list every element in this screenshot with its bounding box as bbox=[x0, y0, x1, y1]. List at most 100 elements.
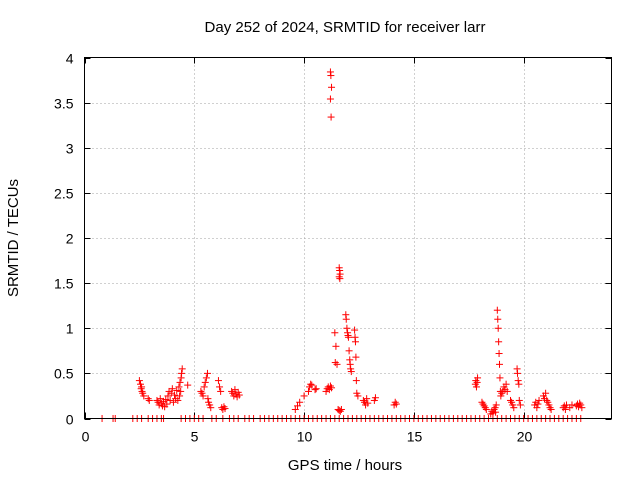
data-point bbox=[336, 407, 344, 415]
data-point bbox=[197, 387, 205, 395]
data-point bbox=[352, 353, 360, 361]
data-point bbox=[333, 360, 341, 368]
data-point bbox=[175, 383, 183, 391]
data-point bbox=[184, 381, 192, 389]
data-point bbox=[304, 387, 312, 395]
data-point bbox=[171, 391, 179, 399]
data-point bbox=[535, 396, 543, 404]
data-point bbox=[337, 405, 345, 413]
data-point bbox=[163, 400, 171, 408]
data-point bbox=[351, 326, 359, 334]
data-point bbox=[173, 387, 181, 395]
data-point bbox=[177, 387, 185, 395]
data-point bbox=[291, 405, 299, 413]
data-point bbox=[496, 374, 504, 382]
data-point bbox=[137, 385, 145, 393]
data-point bbox=[135, 377, 143, 385]
data-point bbox=[371, 394, 379, 402]
data-point bbox=[514, 377, 522, 385]
data-point bbox=[293, 402, 301, 410]
x-axis-label: GPS time / hours bbox=[288, 457, 402, 474]
data-point bbox=[145, 396, 153, 404]
data-point bbox=[546, 404, 554, 412]
data-point bbox=[202, 374, 210, 382]
data-point bbox=[178, 365, 186, 373]
data-point bbox=[207, 404, 215, 412]
data-point bbox=[576, 399, 584, 407]
data-point bbox=[216, 383, 224, 391]
ticks bbox=[84, 57, 612, 420]
data-point bbox=[391, 398, 399, 406]
data-point bbox=[503, 387, 511, 395]
data-point bbox=[296, 398, 304, 406]
data-point bbox=[547, 405, 555, 413]
data-point bbox=[176, 392, 184, 400]
data-point bbox=[481, 404, 489, 412]
data-point bbox=[496, 360, 504, 368]
data-point bbox=[327, 113, 335, 121]
data-point bbox=[169, 398, 177, 406]
data-point bbox=[328, 83, 336, 91]
data-point bbox=[327, 72, 335, 80]
data-point bbox=[498, 389, 506, 397]
data-point bbox=[203, 369, 211, 377]
tick-labels: 0 5 10 15 20 0 0.5 1 1.5 2 2.5 3 3.5 4 bbox=[54, 51, 532, 445]
data-point bbox=[495, 338, 503, 346]
data-point bbox=[199, 392, 207, 400]
x-tick-label: 15 bbox=[407, 429, 423, 445]
y-tick-label: 0.5 bbox=[54, 366, 74, 382]
data-point bbox=[332, 342, 340, 350]
data-point bbox=[568, 401, 576, 409]
data-point bbox=[300, 392, 308, 400]
data-point bbox=[336, 275, 344, 283]
data-point bbox=[510, 404, 518, 412]
y-tick-label: 4 bbox=[66, 51, 74, 67]
data-point bbox=[359, 396, 367, 404]
data-point bbox=[312, 385, 320, 393]
plot-frame bbox=[84, 57, 612, 419]
data-point bbox=[308, 381, 316, 389]
data-point bbox=[472, 383, 480, 391]
data-point bbox=[516, 401, 524, 409]
data-point bbox=[492, 408, 500, 416]
data-point bbox=[479, 400, 487, 408]
data-point bbox=[307, 380, 315, 388]
data-point bbox=[343, 324, 351, 332]
data-point bbox=[178, 369, 186, 377]
data-point bbox=[478, 398, 486, 406]
data-point bbox=[200, 383, 208, 391]
data-point bbox=[515, 380, 523, 388]
data-point bbox=[167, 389, 175, 397]
data-point bbox=[494, 315, 502, 323]
data-point bbox=[168, 385, 176, 393]
data-point bbox=[328, 384, 336, 392]
data-point bbox=[221, 405, 229, 413]
chart-title: Day 252 of 2024, SRMTID for receiver lar… bbox=[205, 19, 486, 36]
data-point bbox=[493, 306, 501, 314]
data-point bbox=[506, 396, 514, 404]
data-point bbox=[335, 273, 343, 281]
data-point bbox=[228, 387, 236, 395]
data-point bbox=[344, 333, 352, 341]
data-point bbox=[533, 404, 541, 412]
data-point bbox=[144, 395, 152, 403]
data-point bbox=[140, 392, 148, 400]
data-point bbox=[351, 338, 359, 346]
data-point bbox=[162, 396, 170, 404]
data-point bbox=[392, 400, 400, 408]
data-point bbox=[534, 400, 542, 408]
data-point bbox=[352, 377, 360, 385]
data-point bbox=[492, 401, 500, 409]
data-point bbox=[342, 315, 350, 323]
data-point bbox=[326, 382, 334, 390]
data-point bbox=[363, 395, 371, 403]
data-point bbox=[494, 324, 502, 332]
data-point bbox=[331, 329, 339, 337]
data-point bbox=[578, 404, 586, 412]
grid bbox=[84, 57, 612, 419]
data-point bbox=[176, 378, 184, 386]
data-point bbox=[364, 399, 372, 407]
y-tick-label: 1.5 bbox=[54, 276, 74, 292]
